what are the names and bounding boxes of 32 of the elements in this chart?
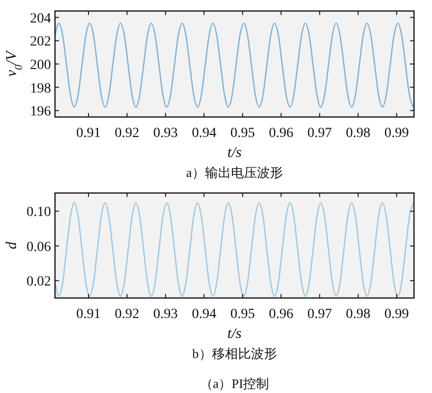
text: b）移相比波形 [192,346,277,361]
y-tick-label: 202 [30,34,51,50]
y-tick-label: 0.02 [26,274,51,290]
x-tick-label: 0.94 [192,126,216,141]
x-tick-label: 0.91 [76,307,101,322]
y-tick-label: 0.10 [26,205,51,220]
x-tick-label: 0.96 [268,126,294,141]
text: a）输出电压波形 [186,165,283,180]
x-tick-label: 0.92 [114,126,140,141]
y-tick-label: 0.06 [26,240,51,255]
x-tick-label: 0.95 [230,307,255,322]
x-axis-title: t/s [227,326,242,342]
text: （a）PI控制 [200,376,270,391]
y-tick-label: 196 [30,104,51,120]
x-tick-label: 0.91 [76,126,101,141]
x-tick-label: 0.94 [192,307,216,322]
x-tick-label: 0.97 [307,307,332,322]
y-tick-label: 200 [30,58,51,73]
x-tick-label: 0.98 [346,307,370,322]
y-tick-label: 204 [30,11,51,26]
y-axis-title: d [4,241,20,250]
x-tick-label: 0.99 [384,307,409,322]
x-tick-label: 0.97 [307,126,332,141]
x-tick-label: 0.96 [268,307,294,322]
x-tick-label: 0.98 [346,126,370,141]
x-tick-label: 0.95 [230,126,255,141]
y-tick-label: 198 [30,81,51,96]
x-tick-label: 0.93 [153,126,178,141]
x-tick-label: 0.92 [114,307,140,322]
x-axis-title: t/s [227,145,242,161]
x-tick-label: 0.99 [384,126,409,141]
x-tick-label: 0.93 [153,307,178,322]
